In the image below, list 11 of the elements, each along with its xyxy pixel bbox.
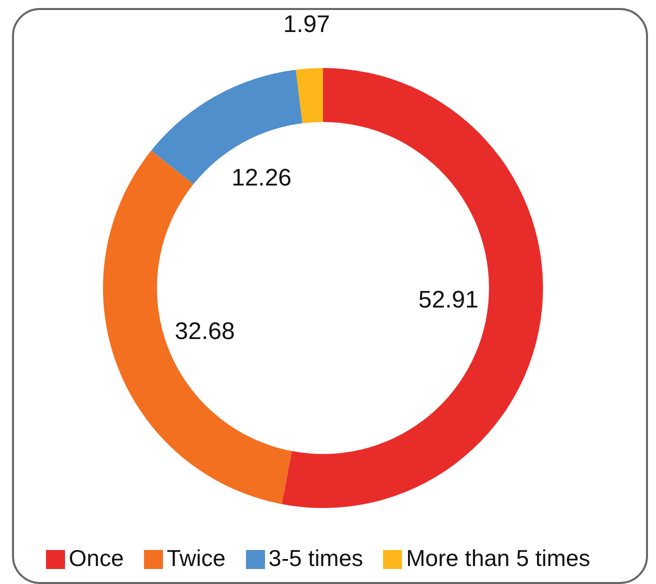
legend-label: 3-5 times: [268, 545, 364, 571]
data-label: 1.97: [283, 11, 330, 38]
legend-label: Once: [68, 545, 124, 571]
donut-slice: [151, 70, 302, 184]
donut-slice: [103, 150, 292, 504]
donut-slice: [296, 68, 323, 124]
data-label: 12.26: [231, 164, 292, 192]
legend-label: Twice: [166, 545, 226, 571]
legend-label: More than 5 times: [406, 545, 590, 571]
data-label: 32.68: [174, 318, 235, 346]
data-label: 52.91: [418, 286, 478, 314]
